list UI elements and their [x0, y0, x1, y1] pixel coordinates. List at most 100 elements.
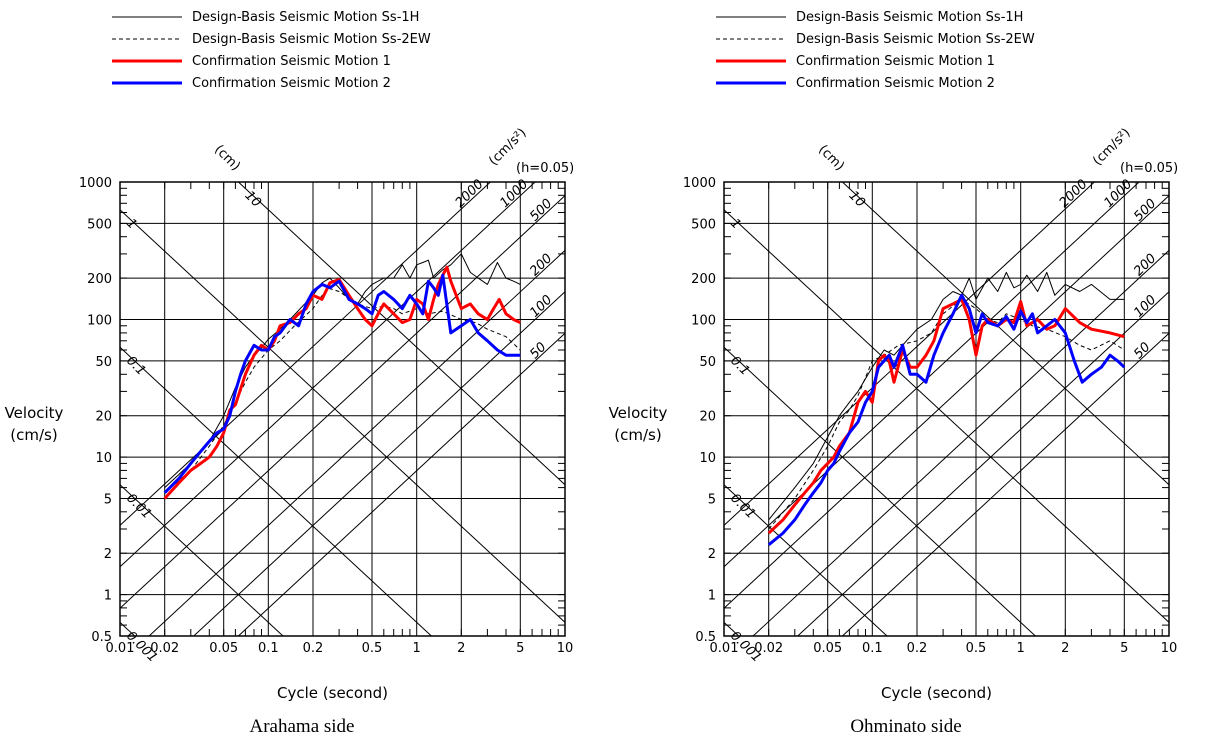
- y-tick-label: 20: [699, 410, 716, 425]
- displacement-label: 0.1: [123, 354, 148, 379]
- x-axis-label: Cycle (second): [277, 684, 388, 702]
- acceleration-line: [752, 250, 1170, 637]
- x-tick-label: 0.1: [862, 641, 883, 656]
- y-tick-label: 1000: [79, 176, 112, 191]
- acceleration-line: [723, 195, 1170, 609]
- legend-item-ss-2ew: Design-Basis Seismic Motion Ss-2EW: [112, 28, 431, 50]
- x-tick-label: 1: [1017, 641, 1025, 656]
- plot-frame: [119, 181, 566, 637]
- displacement-line: [238, 181, 566, 486]
- y-tick-label: 500: [87, 217, 112, 232]
- chart-panel-arahama: Design-Basis Seismic Motion Ss-1H Design…: [5, 6, 575, 738]
- acceleration-label: 50: [527, 340, 549, 362]
- damping-label: (h=0.05): [516, 161, 574, 176]
- x-tick-label: 0.01: [710, 641, 739, 656]
- acceleration-line: [723, 181, 1095, 526]
- acceleration-line: [119, 181, 536, 568]
- displacement-line: [119, 484, 284, 637]
- plot-frame: [723, 181, 1170, 637]
- acceleration-label: 50: [1131, 340, 1153, 362]
- acceleration-line: [723, 181, 1140, 568]
- y-tick-label: 5: [708, 493, 716, 508]
- x-tick-label: 10: [1161, 641, 1178, 656]
- y-tick-label: 100: [87, 314, 112, 329]
- acceleration-line: [842, 332, 1170, 637]
- displacement-line: [723, 622, 740, 637]
- legend-label: Confirmation Seismic Motion 2: [796, 75, 995, 91]
- legend-label: Confirmation Seismic Motion 1: [192, 53, 391, 69]
- series-line-4: [767, 293, 1126, 546]
- x-tick-label: 1: [413, 641, 421, 656]
- legend-item-ss-1h: Design-Basis Seismic Motion Ss-1H: [112, 6, 431, 28]
- series-line-2: [768, 298, 1125, 530]
- legend-label: Design-Basis Seismic Motion Ss-1H: [796, 9, 1024, 25]
- y-tick-label: 2: [104, 547, 112, 562]
- y-tick-label: 1: [104, 589, 112, 604]
- series-line-3: [767, 297, 1125, 535]
- x-axis-label: Cycle (second): [881, 684, 992, 702]
- x-tick-label: 5: [1120, 641, 1128, 656]
- displacement-unit-label: (cm): [815, 142, 847, 174]
- acceleration-line: [119, 181, 491, 526]
- acceleration-label: 500: [527, 196, 555, 224]
- chart-caption: Ohminato side: [850, 716, 962, 737]
- x-tick-label: 5: [516, 641, 524, 656]
- displacement-label: 0.1: [727, 354, 752, 379]
- y-tick-label: 500: [691, 217, 716, 232]
- y-tick-label: 1000: [683, 176, 716, 191]
- x-tick-label: 0.1: [258, 641, 279, 656]
- y-axis-label: Velocity: [5, 404, 64, 422]
- legend-label: Design-Basis Seismic Motion Ss-1H: [192, 9, 420, 25]
- series-line-4: [163, 273, 521, 494]
- y-tick-label: 200: [87, 272, 112, 287]
- acceleration-label: 100: [527, 292, 555, 320]
- acceleration-label: 200: [527, 251, 555, 279]
- displacement-line: [723, 209, 1170, 623]
- y-tick-label: 50: [95, 355, 112, 370]
- legend-item-confirmation-1: Confirmation Seismic Motion 1: [112, 50, 431, 72]
- x-tick-label: 0.2: [303, 641, 324, 656]
- y-axis-label: Velocity: [609, 404, 668, 422]
- series-line-3: [163, 265, 521, 500]
- y-tick-label: 5: [104, 493, 112, 508]
- x-tick-label: 0.5: [362, 641, 383, 656]
- y-tick-label: 200: [691, 272, 716, 287]
- displacement-label: 1: [123, 216, 139, 232]
- legend-label: Confirmation Seismic Motion 1: [796, 53, 995, 69]
- y-tick-label: 50: [699, 355, 716, 370]
- y-tick-label: 0.5: [91, 630, 112, 645]
- legend-item-ss-2ew: Design-Basis Seismic Motion Ss-2EW: [716, 28, 1035, 50]
- y-axis-label-unit: (cm/s): [10, 426, 57, 444]
- legend-swatch-confirmation-1: [716, 59, 786, 63]
- legend-label: Design-Basis Seismic Motion Ss-2EW: [192, 31, 431, 47]
- x-tick-label: 0.05: [209, 641, 238, 656]
- displacement-line: [723, 484, 888, 637]
- legend-swatch-ss-1h: [112, 16, 182, 18]
- legend-label: Confirmation Seismic Motion 2: [192, 75, 391, 91]
- legend-item-ss-1h: Design-Basis Seismic Motion Ss-1H: [716, 6, 1035, 28]
- x-tick-label: 0.02: [754, 641, 783, 656]
- displacement-label: 0.01: [727, 491, 758, 522]
- legend-label: Design-Basis Seismic Motion Ss-2EW: [796, 31, 1035, 47]
- displacement-line: [119, 622, 136, 637]
- y-tick-label: 10: [699, 451, 716, 466]
- displacement-label: 10: [846, 188, 868, 210]
- legend-swatch-ss-1h: [716, 16, 786, 18]
- acceleration-label: 200: [1131, 251, 1159, 279]
- displacement-label: 0.01: [123, 491, 154, 522]
- x-tick-label: 0.05: [813, 641, 842, 656]
- x-tick-label: 2: [457, 641, 465, 656]
- legend-item-confirmation-2: Confirmation Seismic Motion 2: [112, 72, 431, 94]
- chart-caption: Arahama side: [249, 716, 355, 737]
- x-tick-label: 0.2: [907, 641, 928, 656]
- displacement-line: [842, 181, 1170, 486]
- displacement-line: [723, 346, 1036, 637]
- y-tick-label: 0.5: [695, 630, 716, 645]
- displacement-label: 1: [727, 216, 743, 232]
- acceleration-line: [193, 291, 566, 637]
- legend-item-confirmation-2: Confirmation Seismic Motion 2: [716, 72, 1035, 94]
- x-tick-label: 0.01: [106, 641, 135, 656]
- damping-label: (h=0.05): [1120, 161, 1178, 176]
- legend-swatch-confirmation-1: [112, 59, 182, 63]
